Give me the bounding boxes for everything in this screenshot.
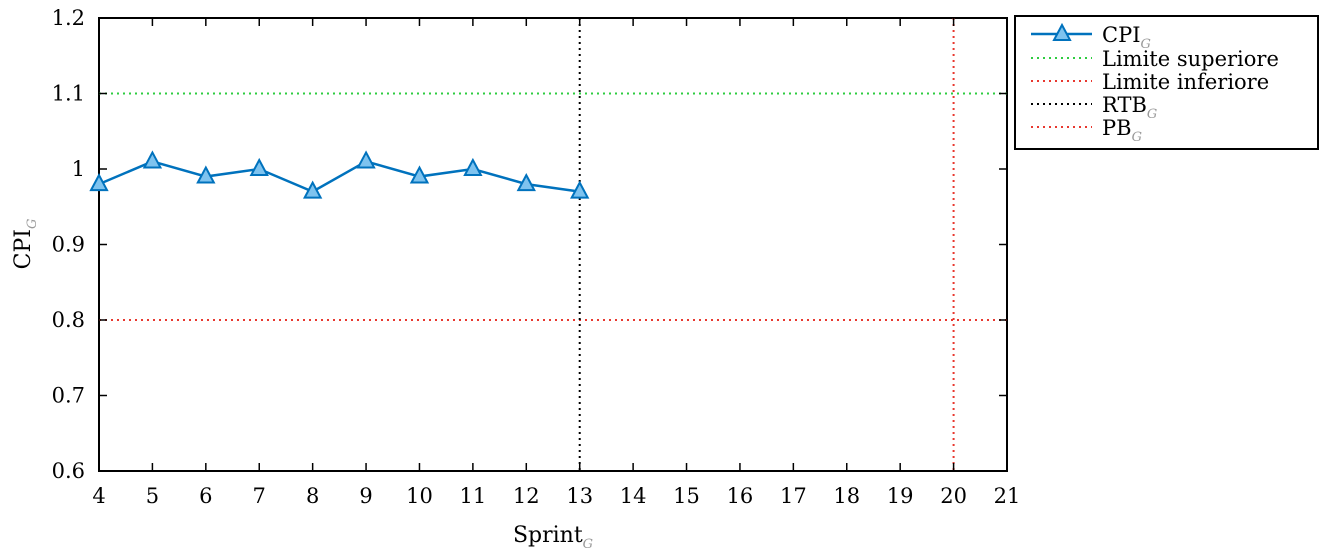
x-axis-label: SprintG — [513, 523, 593, 551]
data-point — [409, 165, 430, 184]
legend-swatch-marker — [1052, 22, 1072, 41]
y-tick-label: 0.7 — [52, 384, 85, 408]
x-tick-label: 15 — [673, 484, 700, 508]
x-tick-label: 11 — [460, 484, 487, 508]
reference-lines — [99, 18, 1007, 471]
x-tick-label: 4 — [92, 484, 105, 508]
legend-entry-subscript: G — [1147, 107, 1157, 122]
data-point — [302, 180, 323, 199]
legend-entry-label: PBG — [1102, 116, 1142, 145]
legend-entry-name: Limite inferiore — [1102, 70, 1269, 94]
x-tick-label: 8 — [306, 484, 319, 508]
legend-entry-name: RTB — [1102, 93, 1147, 117]
y-tick-label: 0.6 — [52, 459, 85, 483]
data-point — [196, 165, 216, 184]
x-tick-label: 16 — [727, 484, 754, 508]
x-tick-label: 9 — [359, 484, 372, 508]
series-group — [89, 150, 590, 199]
x-tick-label: 10 — [406, 484, 433, 508]
data-point — [142, 150, 163, 169]
x-tick-label: 7 — [253, 484, 266, 508]
plot-frame — [98, 17, 1008, 472]
x-tick-label: 5 — [146, 484, 159, 508]
data-point — [570, 180, 590, 199]
data-point — [516, 172, 536, 192]
legend-entry-label: Limite superiore — [1102, 47, 1279, 71]
legend-entry-label: RTBG — [1102, 93, 1157, 122]
x-tick-label: 14 — [620, 484, 647, 508]
data-point — [356, 150, 376, 169]
x-tick-label: 12 — [513, 484, 540, 508]
legend-entry-name: PB — [1102, 116, 1132, 140]
plot-area: 4 5 6 7 8 9 10 11 12 13 14 15 16 17 18 19 20 21 0.6 0.7 0.8… — [52, 6, 1021, 508]
legend-entry-label: Limite inferiore — [1102, 70, 1269, 94]
y-tick-label: 1.2 — [52, 6, 85, 30]
y-tick-label: 1.1 — [52, 82, 85, 106]
x-tick-label: 20 — [940, 484, 967, 508]
x-axis-ticks: 4 5 6 7 8 9 10 11 12 13 14 15 16 17 18 19 20 21 — [92, 18, 1020, 508]
x-tick-label: 18 — [833, 484, 860, 508]
y-axis-label: CPIG — [11, 219, 40, 270]
y-tick-label: 0.9 — [52, 233, 85, 257]
legend-entry-name: CPI — [1102, 23, 1141, 47]
data-point — [89, 172, 109, 192]
x-tick-label: 17 — [780, 484, 807, 508]
y-tick-label: 1 — [72, 157, 85, 181]
legend-entry-name: Limite superiore — [1102, 47, 1279, 71]
y-axis-ticks: 0.6 0.7 0.8 0.9 1 1.1 1.2 — [52, 6, 1007, 483]
data-point — [463, 157, 483, 176]
data-point — [249, 157, 269, 176]
series-line — [98, 160, 580, 194]
x-tick-label: 21 — [994, 484, 1021, 508]
legend-entry-subscript: G — [1132, 130, 1142, 145]
y-tick-label: 0.8 — [52, 308, 85, 332]
legend-entry-label: CPIG — [1102, 23, 1151, 52]
x-tick-label: 6 — [199, 484, 212, 508]
x-tick-label: 13 — [566, 484, 593, 508]
legend-entry-subscript: G — [1141, 37, 1151, 52]
x-tick-label: 19 — [887, 484, 914, 508]
